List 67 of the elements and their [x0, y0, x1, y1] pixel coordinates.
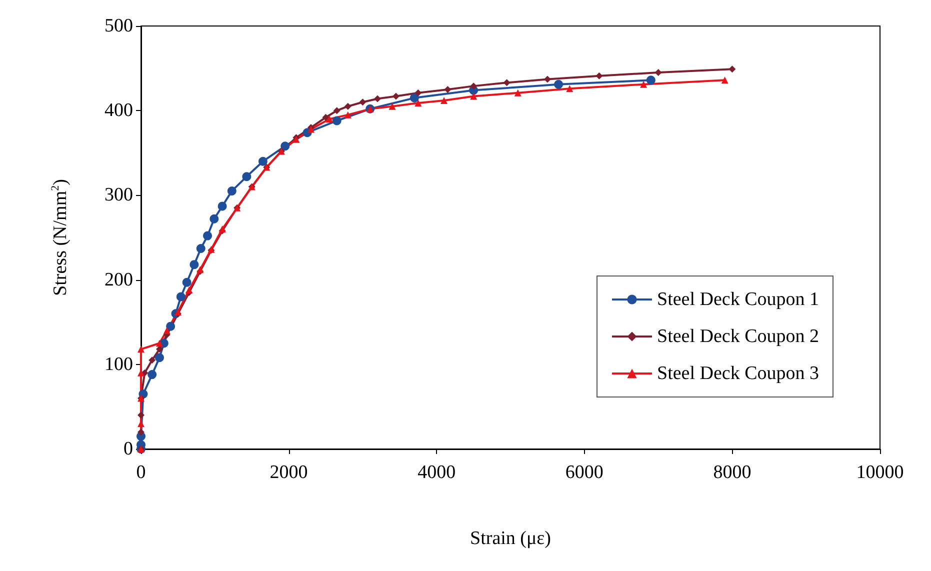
legend-label: Steel Deck Coupon 2 — [657, 326, 820, 347]
point — [392, 92, 400, 100]
x-axis-title: Strain (με) — [470, 528, 551, 549]
point — [196, 244, 206, 253]
y-tick-label: 400 — [104, 100, 133, 122]
point — [333, 107, 340, 114]
point — [374, 95, 381, 102]
point — [242, 172, 252, 182]
point — [640, 80, 648, 88]
x-tick-label: 6000 — [565, 462, 604, 483]
point — [596, 72, 603, 80]
x-tick-label: 8000 — [713, 462, 752, 483]
point — [444, 86, 452, 93]
point — [182, 278, 192, 287]
point — [166, 322, 176, 331]
point — [388, 102, 396, 110]
point — [156, 340, 163, 347]
point — [503, 79, 510, 86]
point — [148, 370, 157, 380]
point — [566, 85, 574, 92]
point — [721, 76, 728, 84]
point — [280, 142, 290, 151]
x-tick-label: 2000 — [270, 462, 308, 483]
y-tick-label: 200 — [104, 269, 133, 290]
point — [218, 202, 227, 211]
point — [440, 96, 448, 104]
x-tick-label: 0 — [136, 462, 146, 483]
point — [654, 69, 662, 76]
point — [227, 186, 236, 196]
point — [154, 353, 164, 362]
y-tick-label: 300 — [104, 184, 133, 206]
point — [514, 89, 522, 96]
point — [138, 346, 144, 353]
point — [344, 111, 352, 118]
point — [470, 82, 478, 90]
point — [344, 102, 352, 110]
x-tick-label: 10000 — [856, 462, 904, 483]
point — [332, 116, 342, 126]
point — [210, 214, 219, 224]
point — [544, 76, 551, 83]
point — [203, 231, 212, 240]
point — [326, 116, 333, 123]
point — [728, 66, 736, 73]
point — [138, 428, 144, 436]
point — [138, 412, 144, 419]
point — [470, 92, 478, 100]
point — [163, 327, 170, 334]
point — [176, 292, 186, 302]
point — [258, 156, 268, 166]
point — [186, 286, 193, 294]
point — [190, 260, 199, 270]
y-tick-label: 0 — [124, 438, 133, 460]
point — [359, 98, 366, 106]
x-tick-label: 4000 — [418, 462, 456, 483]
legend-label: Steel Deck Coupon 3 — [657, 363, 820, 384]
legend-label: Steel Deck Coupon 1 — [657, 289, 820, 310]
y-tick-label: 500 — [104, 16, 133, 36]
point — [322, 114, 330, 121]
point — [148, 356, 156, 364]
point — [410, 93, 419, 102]
point — [414, 89, 422, 96]
point — [554, 80, 564, 89]
y-axis-title: Stress (N/mm2) — [50, 179, 71, 296]
point — [646, 76, 656, 85]
point — [156, 346, 163, 353]
y-tick-label: 100 — [104, 354, 133, 375]
point — [414, 99, 422, 106]
